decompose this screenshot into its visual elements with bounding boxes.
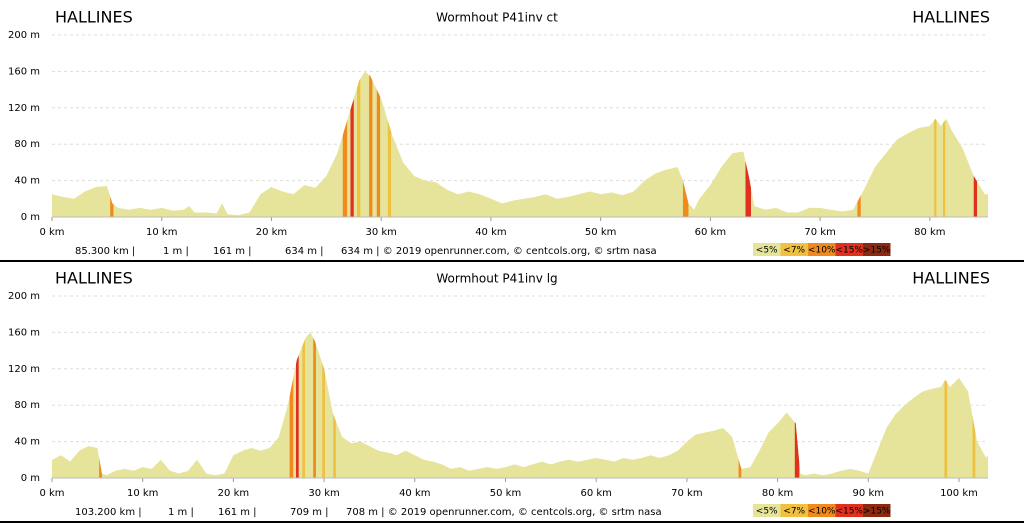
legend-swatch	[780, 504, 808, 517]
x-tick-label: 10 km	[127, 488, 158, 499]
chart-title: Wormhout P41inv ct	[436, 11, 558, 25]
steep-section	[333, 332, 336, 478]
start-label: HALLINES	[55, 269, 133, 288]
legend-label: <5%	[756, 246, 778, 256]
steep-section	[289, 332, 294, 478]
steep-section	[387, 71, 392, 217]
steep-section	[110, 71, 114, 217]
stat: 161 m |	[213, 246, 252, 257]
x-tick-label: 80 km	[914, 227, 945, 238]
legend-label: <15%	[835, 507, 863, 517]
x-tick-label: 100 km	[940, 488, 978, 499]
steep-section	[302, 332, 306, 478]
legend-label: <5%	[756, 507, 778, 517]
stat: 1 m |	[163, 246, 189, 257]
x-tick-label: 0 km	[39, 227, 64, 238]
stat: 708 m | © 2019 openrunner.com, © centcol…	[346, 507, 662, 518]
y-tick-label: 160 m	[8, 66, 40, 77]
stat: 634 m | © 2019 openrunner.com, © centcol…	[341, 246, 657, 257]
legend-label: <15%	[835, 246, 863, 256]
steep-section	[357, 71, 361, 217]
legend-swatch	[863, 504, 891, 517]
x-tick-label: 10 km	[146, 227, 177, 238]
legend-swatch	[753, 504, 781, 517]
x-tick-label: 70 km	[671, 488, 702, 499]
stat: 103.200 km |	[75, 507, 142, 518]
steep-section	[738, 332, 742, 478]
steep-section	[376, 71, 381, 217]
x-tick-label: 20 km	[256, 227, 287, 238]
steep-section	[99, 332, 102, 478]
steep-section	[350, 71, 354, 217]
steep-section	[934, 71, 937, 217]
legend-swatch	[780, 243, 808, 256]
steep-section	[313, 332, 316, 478]
steep-section	[943, 71, 946, 217]
legend-label: >15%	[863, 246, 891, 256]
legend-swatch	[835, 504, 863, 517]
steep-section	[794, 332, 800, 478]
steep-sections	[99, 332, 976, 478]
steep-section	[745, 71, 751, 217]
steep-section	[342, 71, 348, 217]
end-label: HALLINES	[912, 8, 990, 27]
y-tick-label: 120 m	[8, 103, 40, 114]
legend-swatch	[808, 243, 836, 256]
stat: 634 m |	[285, 246, 324, 257]
x-tick-label: 20 km	[218, 488, 249, 499]
x-tick-label: 60 km	[695, 227, 726, 238]
y-tick-label: 200 m	[8, 30, 40, 41]
stat: 1 m |	[168, 507, 194, 518]
end-label: HALLINES	[912, 269, 990, 288]
chart-title: Wormhout P41inv lg	[436, 272, 557, 286]
elevation-area	[52, 71, 988, 218]
x-tick-label: 50 km	[490, 488, 521, 499]
legend-label: <7%	[783, 246, 805, 256]
y-tick-label: 160 m	[8, 327, 40, 338]
legend-label: >15%	[863, 507, 891, 517]
y-tick-label: 40 m	[14, 176, 40, 187]
steep-sections	[110, 71, 978, 217]
x-tick-label: 30 km	[308, 488, 339, 499]
stat: 709 m |	[290, 507, 329, 518]
y-tick-label: 0 m	[21, 473, 40, 484]
x-tick-label: 40 km	[399, 488, 430, 499]
y-tick-label: 200 m	[8, 291, 40, 302]
legend-swatch	[753, 243, 781, 256]
steep-section	[322, 332, 325, 478]
stat: 85.300 km |	[75, 246, 135, 257]
x-tick-label: 30 km	[365, 227, 396, 238]
x-tick-label: 40 km	[475, 227, 506, 238]
legend-swatch	[808, 504, 836, 517]
y-tick-label: 120 m	[8, 364, 40, 375]
steep-section	[973, 71, 978, 217]
legend-swatch	[835, 243, 863, 256]
x-tick-label: 80 km	[762, 488, 793, 499]
y-tick-label: 80 m	[14, 139, 40, 150]
steep-section	[857, 71, 861, 217]
x-tick-label: 60 km	[580, 488, 611, 499]
steep-section	[369, 71, 373, 217]
legend-label: <7%	[783, 507, 805, 517]
x-tick-label: 90 km	[853, 488, 884, 499]
x-tick-label: 50 km	[585, 227, 616, 238]
elevation-area	[52, 332, 988, 478]
legend-swatch	[863, 243, 891, 256]
x-tick-label: 70 km	[804, 227, 835, 238]
steep-section	[972, 332, 976, 478]
y-tick-label: 80 m	[14, 400, 40, 411]
start-label: HALLINES	[55, 8, 133, 27]
steep-section	[682, 71, 689, 217]
y-tick-label: 40 m	[14, 437, 40, 448]
steep-section	[944, 332, 948, 478]
y-tick-label: 0 m	[21, 212, 40, 223]
legend-label: <10%	[808, 507, 836, 517]
steep-section	[295, 332, 299, 478]
legend-label: <10%	[808, 246, 836, 256]
x-tick-label: 0 km	[39, 488, 64, 499]
stat: 161 m |	[218, 507, 257, 518]
